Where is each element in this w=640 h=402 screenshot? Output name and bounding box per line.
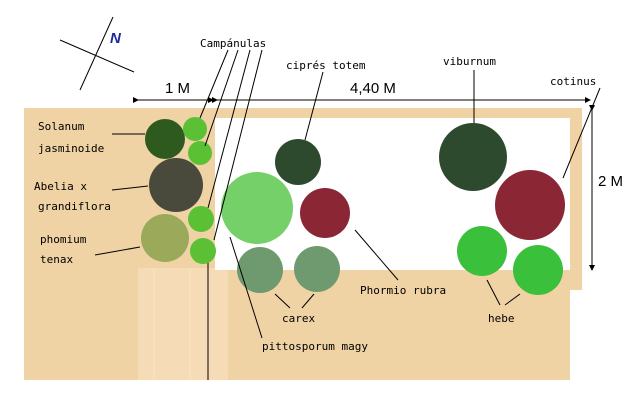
plant	[190, 238, 216, 264]
north-label: N	[110, 30, 122, 47]
plant	[188, 206, 214, 232]
plant	[145, 119, 185, 159]
plant-label: viburnum	[443, 55, 496, 68]
path-strip	[138, 268, 228, 380]
dimension-label: 2 M	[598, 173, 623, 190]
plant	[237, 247, 283, 293]
compass: N	[59, 16, 135, 91]
plant-label: cotinus	[550, 75, 596, 88]
plant	[183, 117, 207, 141]
plant	[294, 246, 340, 292]
plant	[149, 158, 203, 212]
plant-label: Campánulas	[200, 37, 266, 50]
plant-label: carex	[282, 312, 315, 325]
plant	[439, 123, 507, 191]
plant	[275, 139, 321, 185]
plant-label: grandiflora	[38, 200, 111, 213]
plants	[141, 117, 565, 295]
plant-label: ciprés totem	[286, 59, 366, 72]
plant-label: pittosporum magy	[262, 340, 368, 353]
plant-label: hebe	[488, 312, 515, 325]
plot	[24, 290, 570, 380]
plant	[188, 141, 212, 165]
plant	[221, 172, 293, 244]
dimension-label: 1 M	[165, 80, 190, 97]
plant	[495, 170, 565, 240]
plant-label: phomium	[40, 233, 87, 246]
plant-label: jasminoide	[38, 142, 104, 155]
leader-lines	[94, 49, 601, 339]
plant	[513, 245, 563, 295]
plant-label: tenax	[40, 253, 73, 266]
plant-label: Solanum	[38, 120, 85, 133]
plant	[300, 188, 350, 238]
plant-label: Phormio rubra	[360, 284, 446, 297]
dimension-label: 4,40 M	[350, 80, 396, 97]
plant-label: Abelia x	[34, 180, 87, 193]
plant	[457, 226, 507, 276]
plant	[141, 214, 189, 262]
